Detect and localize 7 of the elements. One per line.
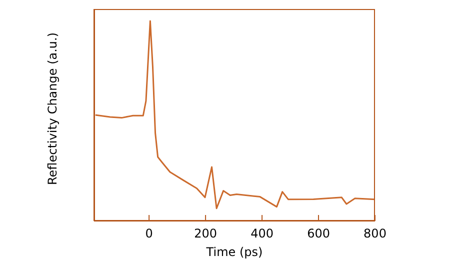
- x-tick-label: 200: [194, 226, 218, 241]
- x-axis-title: Time (ps): [205, 245, 263, 259]
- y-axis-title: Reflectivity Change (a.u.): [45, 32, 60, 185]
- x-tick-label: 600: [307, 226, 330, 241]
- x-tick-label: 800: [364, 226, 386, 241]
- x-tick-label: 0: [145, 226, 153, 241]
- x-tick-label: 400: [250, 226, 274, 241]
